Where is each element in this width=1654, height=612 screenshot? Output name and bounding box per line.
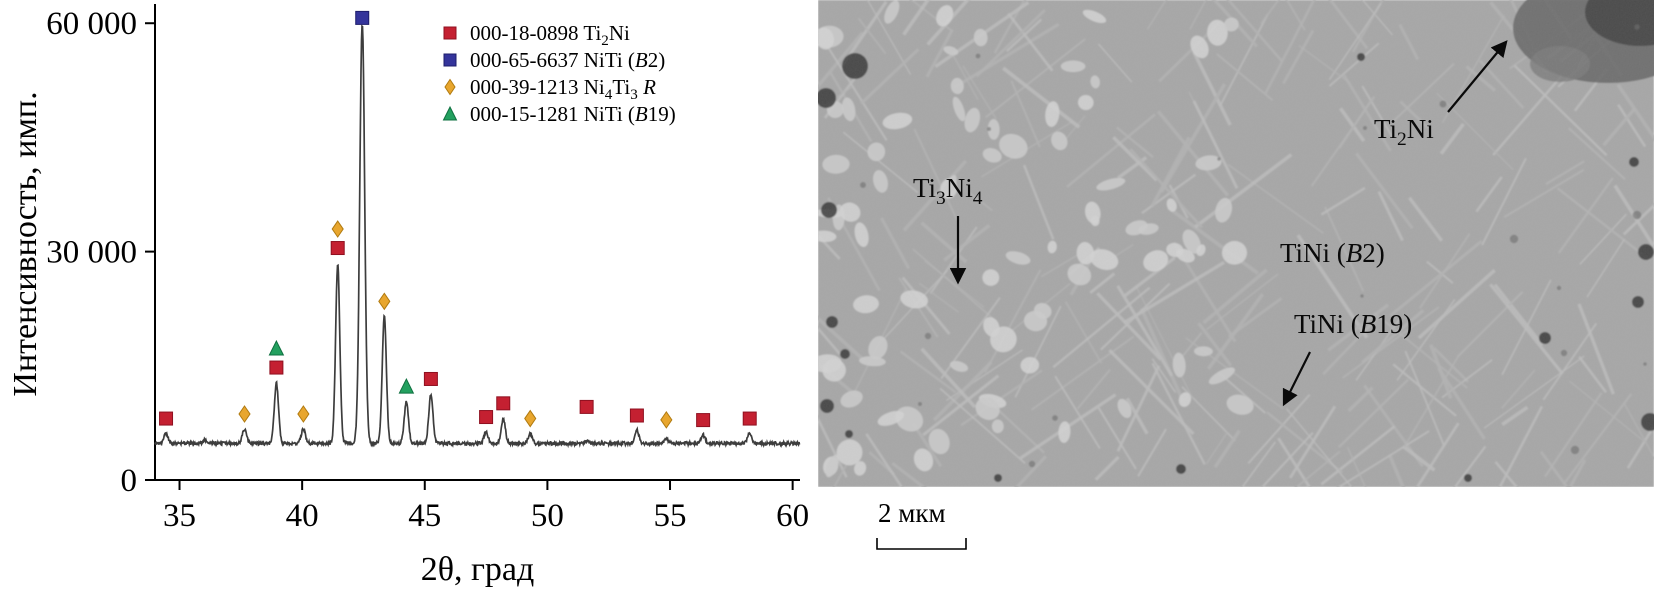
diffraction-curve <box>154 24 801 449</box>
x-tick-label: 40 <box>286 498 319 534</box>
phase-marker-NiTi_B19 <box>398 377 415 394</box>
x-tick-label: 60 <box>776 498 809 534</box>
phase-marker-Ti2Ni <box>742 411 757 426</box>
micro-label-Ti3Ni4: Ti3Ni4 <box>913 173 983 209</box>
phase-marker-Ti2Ni <box>159 411 174 426</box>
legend-item-NiTi_B2: 000-65-6637 NiTi (B2) <box>470 48 665 72</box>
micro-label-Ti2Ni: Ti2Ni <box>1374 114 1434 150</box>
phase-marker-Ni4Ti3_R <box>238 405 251 423</box>
peak-markers <box>159 10 757 429</box>
phase-marker-NiTi_B2 <box>355 10 370 25</box>
phase-marker-Ti2Ni <box>579 399 594 414</box>
scale-bar-bracket <box>876 538 967 550</box>
x-axis-title: 2θ, град <box>421 551 535 588</box>
micro-label-TiNi_B2: TiNi (B2) <box>1280 238 1385 268</box>
scale-bar-label: 2 мкм <box>878 498 946 528</box>
legend-item-NiTi_B19: 000-15-1281 NiTi (B19) <box>470 102 676 126</box>
legend-item-Ti2Ni: 000-18-0898 Ti2Ni <box>470 21 630 49</box>
phase-marker-NiTi_B19 <box>442 105 458 121</box>
sem-micrograph-panel: Ti3Ni4 Ti2Ni TiNi (B2) TiNi (B19) 2 мкм <box>818 0 1654 612</box>
phase-marker-Ti2Ni <box>330 241 345 256</box>
xrd-chart: 35 40 45 50 55 60 0 30 000 60 000 2θ, град Интенси… <box>7 4 809 588</box>
x-tick-label: 55 <box>654 498 687 534</box>
phase-marker-Ni4Ti3_R <box>297 405 310 423</box>
micrograph-annotations: Ti3Ni4 Ti2Ni TiNi (B2) TiNi (B19) <box>913 40 1508 407</box>
y-tick-label: 0 <box>121 463 138 499</box>
sem-micrograph: Ti3Ni4 Ti2Ni TiNi (B2) TiNi (B19) <box>818 0 1654 487</box>
micrograph-grain <box>818 0 1654 487</box>
y-tick-label: 30 000 <box>46 235 137 271</box>
phase-marker-Ni4Ti3_R <box>524 409 537 428</box>
phase-marker-Ni4Ti3_R <box>660 410 673 429</box>
phase-marker-Ni4Ti3_R <box>444 78 456 96</box>
phase-marker-Ni4Ti3_R <box>331 220 344 238</box>
phase-marker-Ti2Ni <box>479 410 494 425</box>
chart-axes <box>145 4 800 490</box>
x-tick-label: 50 <box>531 498 564 534</box>
x-tick-label: 35 <box>163 498 196 534</box>
scale-bar <box>876 538 967 550</box>
annotation-arrow-Ti2Ni <box>1447 40 1508 113</box>
phase-marker-Ni4Ti3_R <box>378 292 391 311</box>
phase-marker-Ti2Ni <box>269 360 284 375</box>
phase-marker-Ti2Ni <box>629 408 644 423</box>
xrd-chart-panel: 35 40 45 50 55 60 0 30 000 60 000 2θ, град Интенси… <box>0 0 818 612</box>
phase-marker-NiTi_B2 <box>443 53 457 67</box>
legend-item-Ni4Ti3_R: 000-39-1213 Ni4Ti3 R <box>470 75 656 103</box>
y-tick-label: 60 000 <box>46 6 137 42</box>
y-axis-title: Интенсивность, имп. <box>7 91 44 396</box>
micro-label-TiNi_B19: TiNi (B19) <box>1294 309 1412 339</box>
phase-marker-Ti2Ni <box>696 413 711 428</box>
x-tick-label: 45 <box>408 498 441 534</box>
phase-marker-Ti2Ni <box>423 371 438 386</box>
phase-marker-NiTi_B19 <box>268 339 285 356</box>
annotation-arrow-TiNi_B19 <box>1282 351 1311 407</box>
phase-marker-Ti2Ni <box>496 396 511 411</box>
phase-marker-Ti2Ni <box>443 26 457 40</box>
